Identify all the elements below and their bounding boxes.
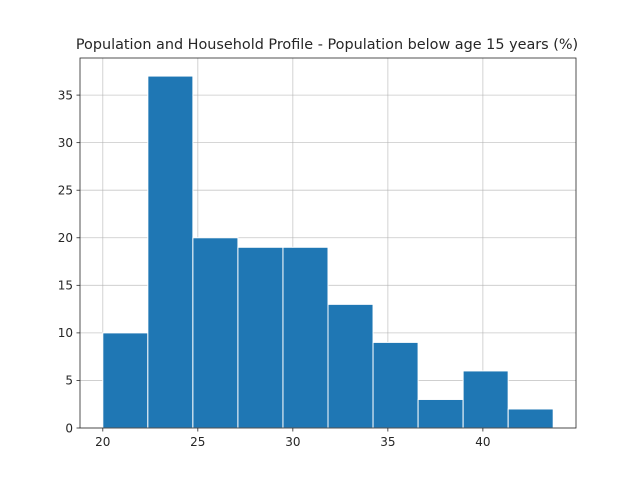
plot-frame [79, 57, 577, 429]
y-tick-label: 15 [58, 279, 73, 293]
x-tick-label: 35 [380, 435, 395, 449]
bars [102, 75, 554, 429]
histogram-bar [102, 332, 149, 429]
histogram-bar [327, 303, 374, 429]
y-axis: 0 5 10 15 20 25 30 35 [58, 88, 80, 435]
y-tick-label: 30 [58, 136, 73, 150]
histogram-bar [372, 341, 419, 429]
x-axis: 20 25 30 35 40 [95, 428, 491, 449]
histogram-bar [417, 398, 464, 429]
histogram-bar [507, 408, 554, 429]
x-tick-label: 25 [190, 435, 205, 449]
histogram-bar [237, 246, 284, 429]
y-tick-label: 5 [65, 374, 73, 388]
histogram-bar [192, 237, 239, 429]
y-tick-label: 0 [65, 421, 73, 435]
y-tick-label: 10 [58, 326, 73, 340]
y-tick-label: 20 [58, 231, 73, 245]
x-tick-label: 40 [475, 435, 490, 449]
y-tick-label: 25 [58, 184, 73, 198]
histogram-bar [282, 246, 329, 429]
y-tick-label: 35 [58, 88, 73, 102]
x-tick-label: 30 [285, 435, 300, 449]
histogram-bar [462, 370, 509, 429]
x-tick-label: 20 [95, 435, 110, 449]
chart-title: Population and Household Profile - Popul… [76, 37, 578, 53]
histogram-bar [147, 75, 194, 429]
